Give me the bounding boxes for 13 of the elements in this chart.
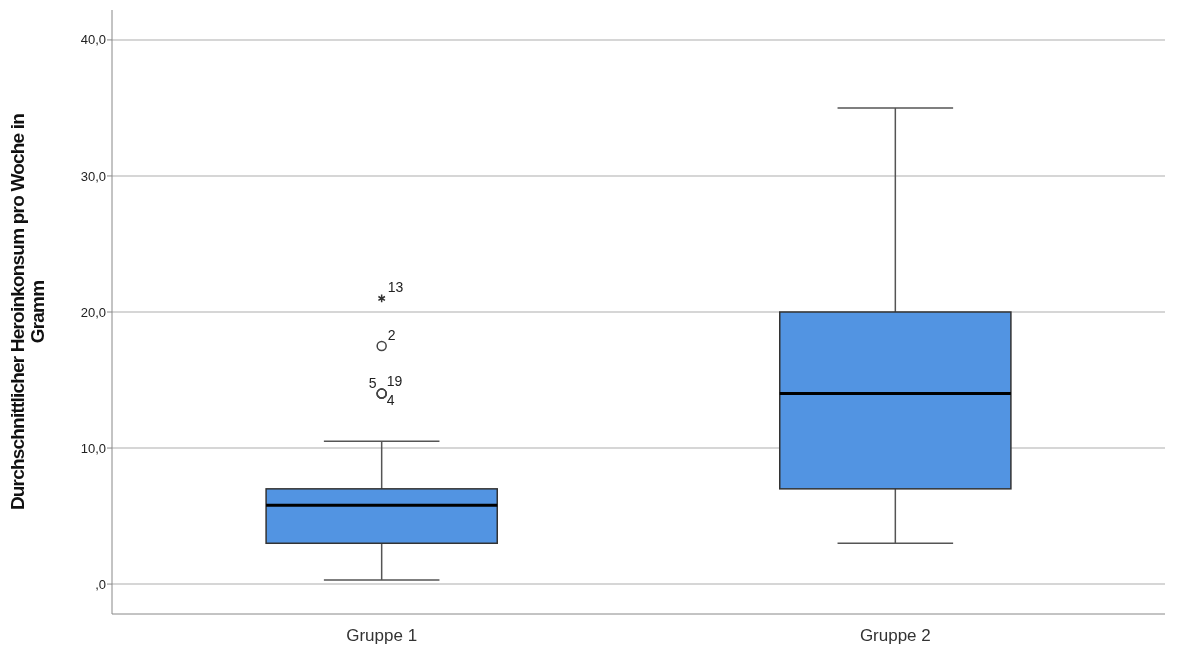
annotation: 2 — [387, 327, 396, 344]
x-tick-label: Gruppe 2 — [859, 626, 931, 645]
y-tick-label: 40,0 — [80, 32, 106, 48]
y-tick-label: 30,0 — [80, 168, 106, 184]
annotation: 5 — [368, 374, 377, 391]
y-tick-label: 20,0 — [80, 304, 106, 320]
y-axis-title: Durchschnittlicher Heroinkonsum pro Woche in Gramm — [7, 113, 48, 511]
y-tick-label: 10,0 — [80, 440, 106, 456]
x-tick-label: Gruppe 1 — [346, 626, 418, 645]
annotation: 13 — [387, 279, 404, 296]
y-tick-label: ,0 — [95, 576, 106, 592]
annotation: 19 — [386, 372, 403, 389]
annotation: 4 — [386, 391, 395, 408]
